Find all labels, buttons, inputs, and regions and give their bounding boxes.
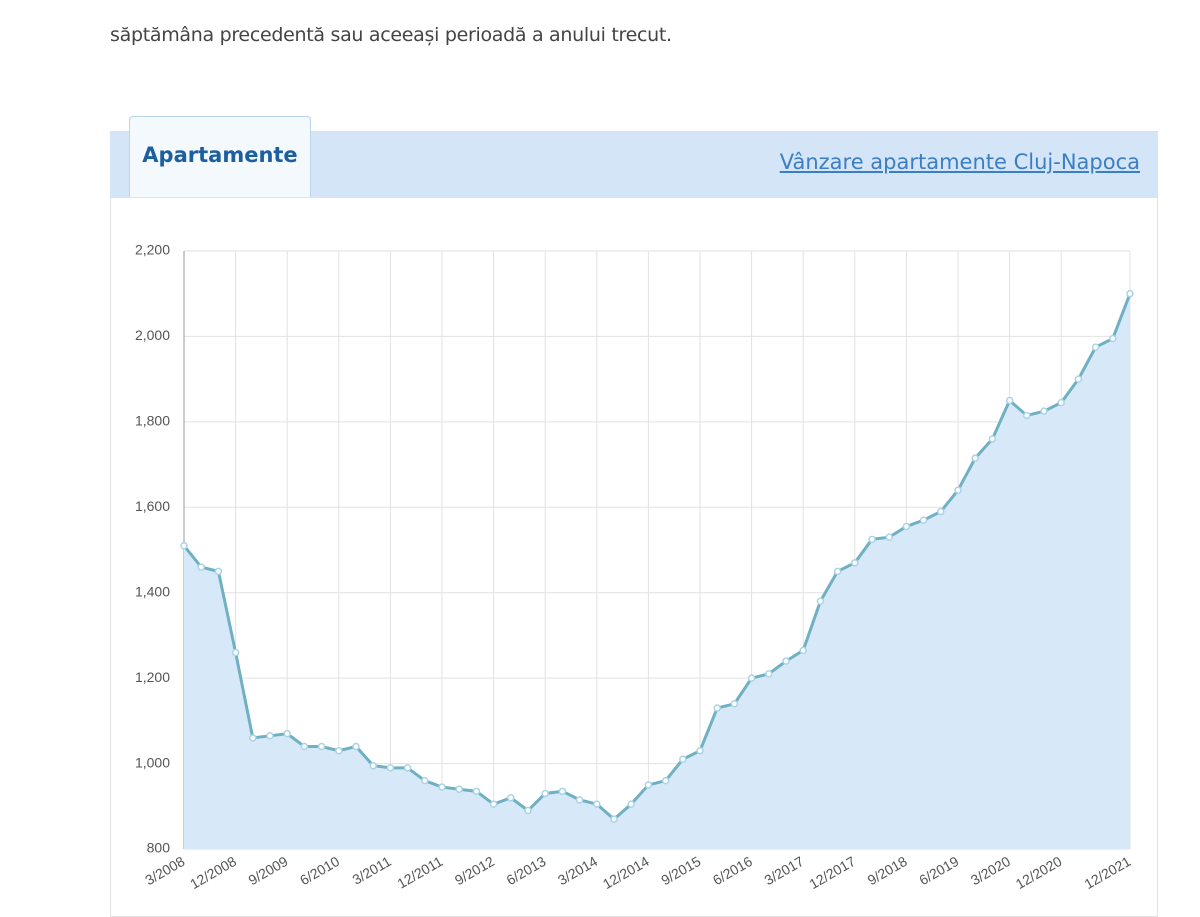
point: [954, 486, 962, 494]
point: [868, 535, 876, 544]
point: [851, 559, 859, 567]
point: [747, 674, 756, 682]
point: [249, 734, 257, 742]
x-tick-label: 9/2015: [658, 853, 703, 888]
point: [919, 516, 928, 524]
x-tick-label: 12/2021: [1082, 853, 1134, 892]
point: [283, 729, 291, 738]
point: [902, 522, 911, 531]
x-tick-label: 12/2011: [394, 853, 445, 892]
point: [266, 732, 274, 740]
point: [782, 657, 790, 665]
x-tick-label: 6/2016: [710, 853, 755, 888]
x-tick-label: 3/2008: [142, 853, 187, 888]
x-tick-label: 9/2018: [865, 853, 910, 888]
point: [713, 704, 721, 712]
x-tick-label: 12/2017: [806, 853, 858, 892]
point: [1005, 396, 1014, 405]
point: [489, 800, 498, 808]
point: [180, 541, 188, 550]
point: [661, 776, 670, 785]
point: [507, 793, 515, 802]
point: [455, 785, 463, 793]
x-tick-label: 9/2012: [452, 853, 497, 888]
y-tick-label: 2,200: [135, 242, 170, 258]
point: [472, 787, 481, 796]
x-tick-label: 3/2011: [350, 853, 394, 888]
x-tick-label: 3/2017: [761, 853, 806, 888]
y-tick-label: 1,600: [135, 498, 170, 514]
point: [403, 764, 412, 772]
point: [369, 761, 377, 770]
point: [696, 747, 704, 755]
point: [1109, 334, 1117, 343]
x-tick-label: 6/2019: [916, 853, 961, 888]
point: [575, 796, 584, 804]
x-tick-label: 12/2008: [187, 853, 239, 892]
point: [197, 563, 205, 571]
point: [1057, 398, 1065, 407]
point: [1126, 289, 1134, 298]
point: [627, 800, 635, 808]
x-tick-label: 3/2014: [555, 853, 600, 888]
point: [1091, 343, 1100, 351]
point: [799, 646, 807, 655]
point: [644, 781, 653, 789]
y-tick-label: 1,000: [135, 754, 170, 770]
x-tick-label: 6/2013: [503, 853, 548, 888]
y-tick-label: 800: [147, 840, 171, 856]
point: [1074, 375, 1083, 383]
point: [421, 776, 429, 785]
point: [541, 789, 549, 798]
x-tick-label: 12/2014: [600, 853, 652, 892]
y-tick-label: 1,400: [135, 583, 170, 599]
link[interactable]: Vânzare apartamente Cluj-Napoca: [779, 150, 1140, 174]
point: [386, 764, 395, 772]
point: [610, 815, 618, 823]
x-tick-label: 12/2020: [1013, 853, 1065, 892]
area: [184, 293, 1130, 849]
point: [352, 742, 360, 751]
point: [1023, 411, 1031, 420]
point: [558, 787, 567, 796]
point: [988, 435, 997, 443]
point: [214, 567, 223, 576]
point: [231, 648, 240, 657]
point: [816, 597, 825, 606]
point: [300, 742, 309, 751]
y-tick-label: 2,000: [135, 327, 170, 343]
intro-text: săptămâna precedentă sau aceeași perioad…: [110, 24, 672, 46]
point: [1040, 407, 1048, 415]
point: [679, 755, 687, 764]
x-tick-label: 9/2009: [245, 853, 290, 888]
point: [317, 742, 326, 751]
y-tick-label: 1,800: [135, 413, 170, 429]
point: [730, 700, 739, 708]
tab[interactable]: Apartamente: [129, 116, 311, 198]
x-tick-label: 3/2020: [968, 853, 1013, 888]
point: [765, 670, 773, 678]
point: [833, 567, 842, 576]
y-tick-label: 1,200: [135, 669, 170, 685]
point: [885, 533, 893, 541]
point: [438, 783, 446, 791]
point: [937, 507, 945, 516]
point: [335, 747, 343, 755]
point: [971, 454, 979, 462]
point: [593, 800, 601, 808]
point: [524, 806, 532, 815]
x-tick-label: 6/2010: [297, 853, 342, 888]
